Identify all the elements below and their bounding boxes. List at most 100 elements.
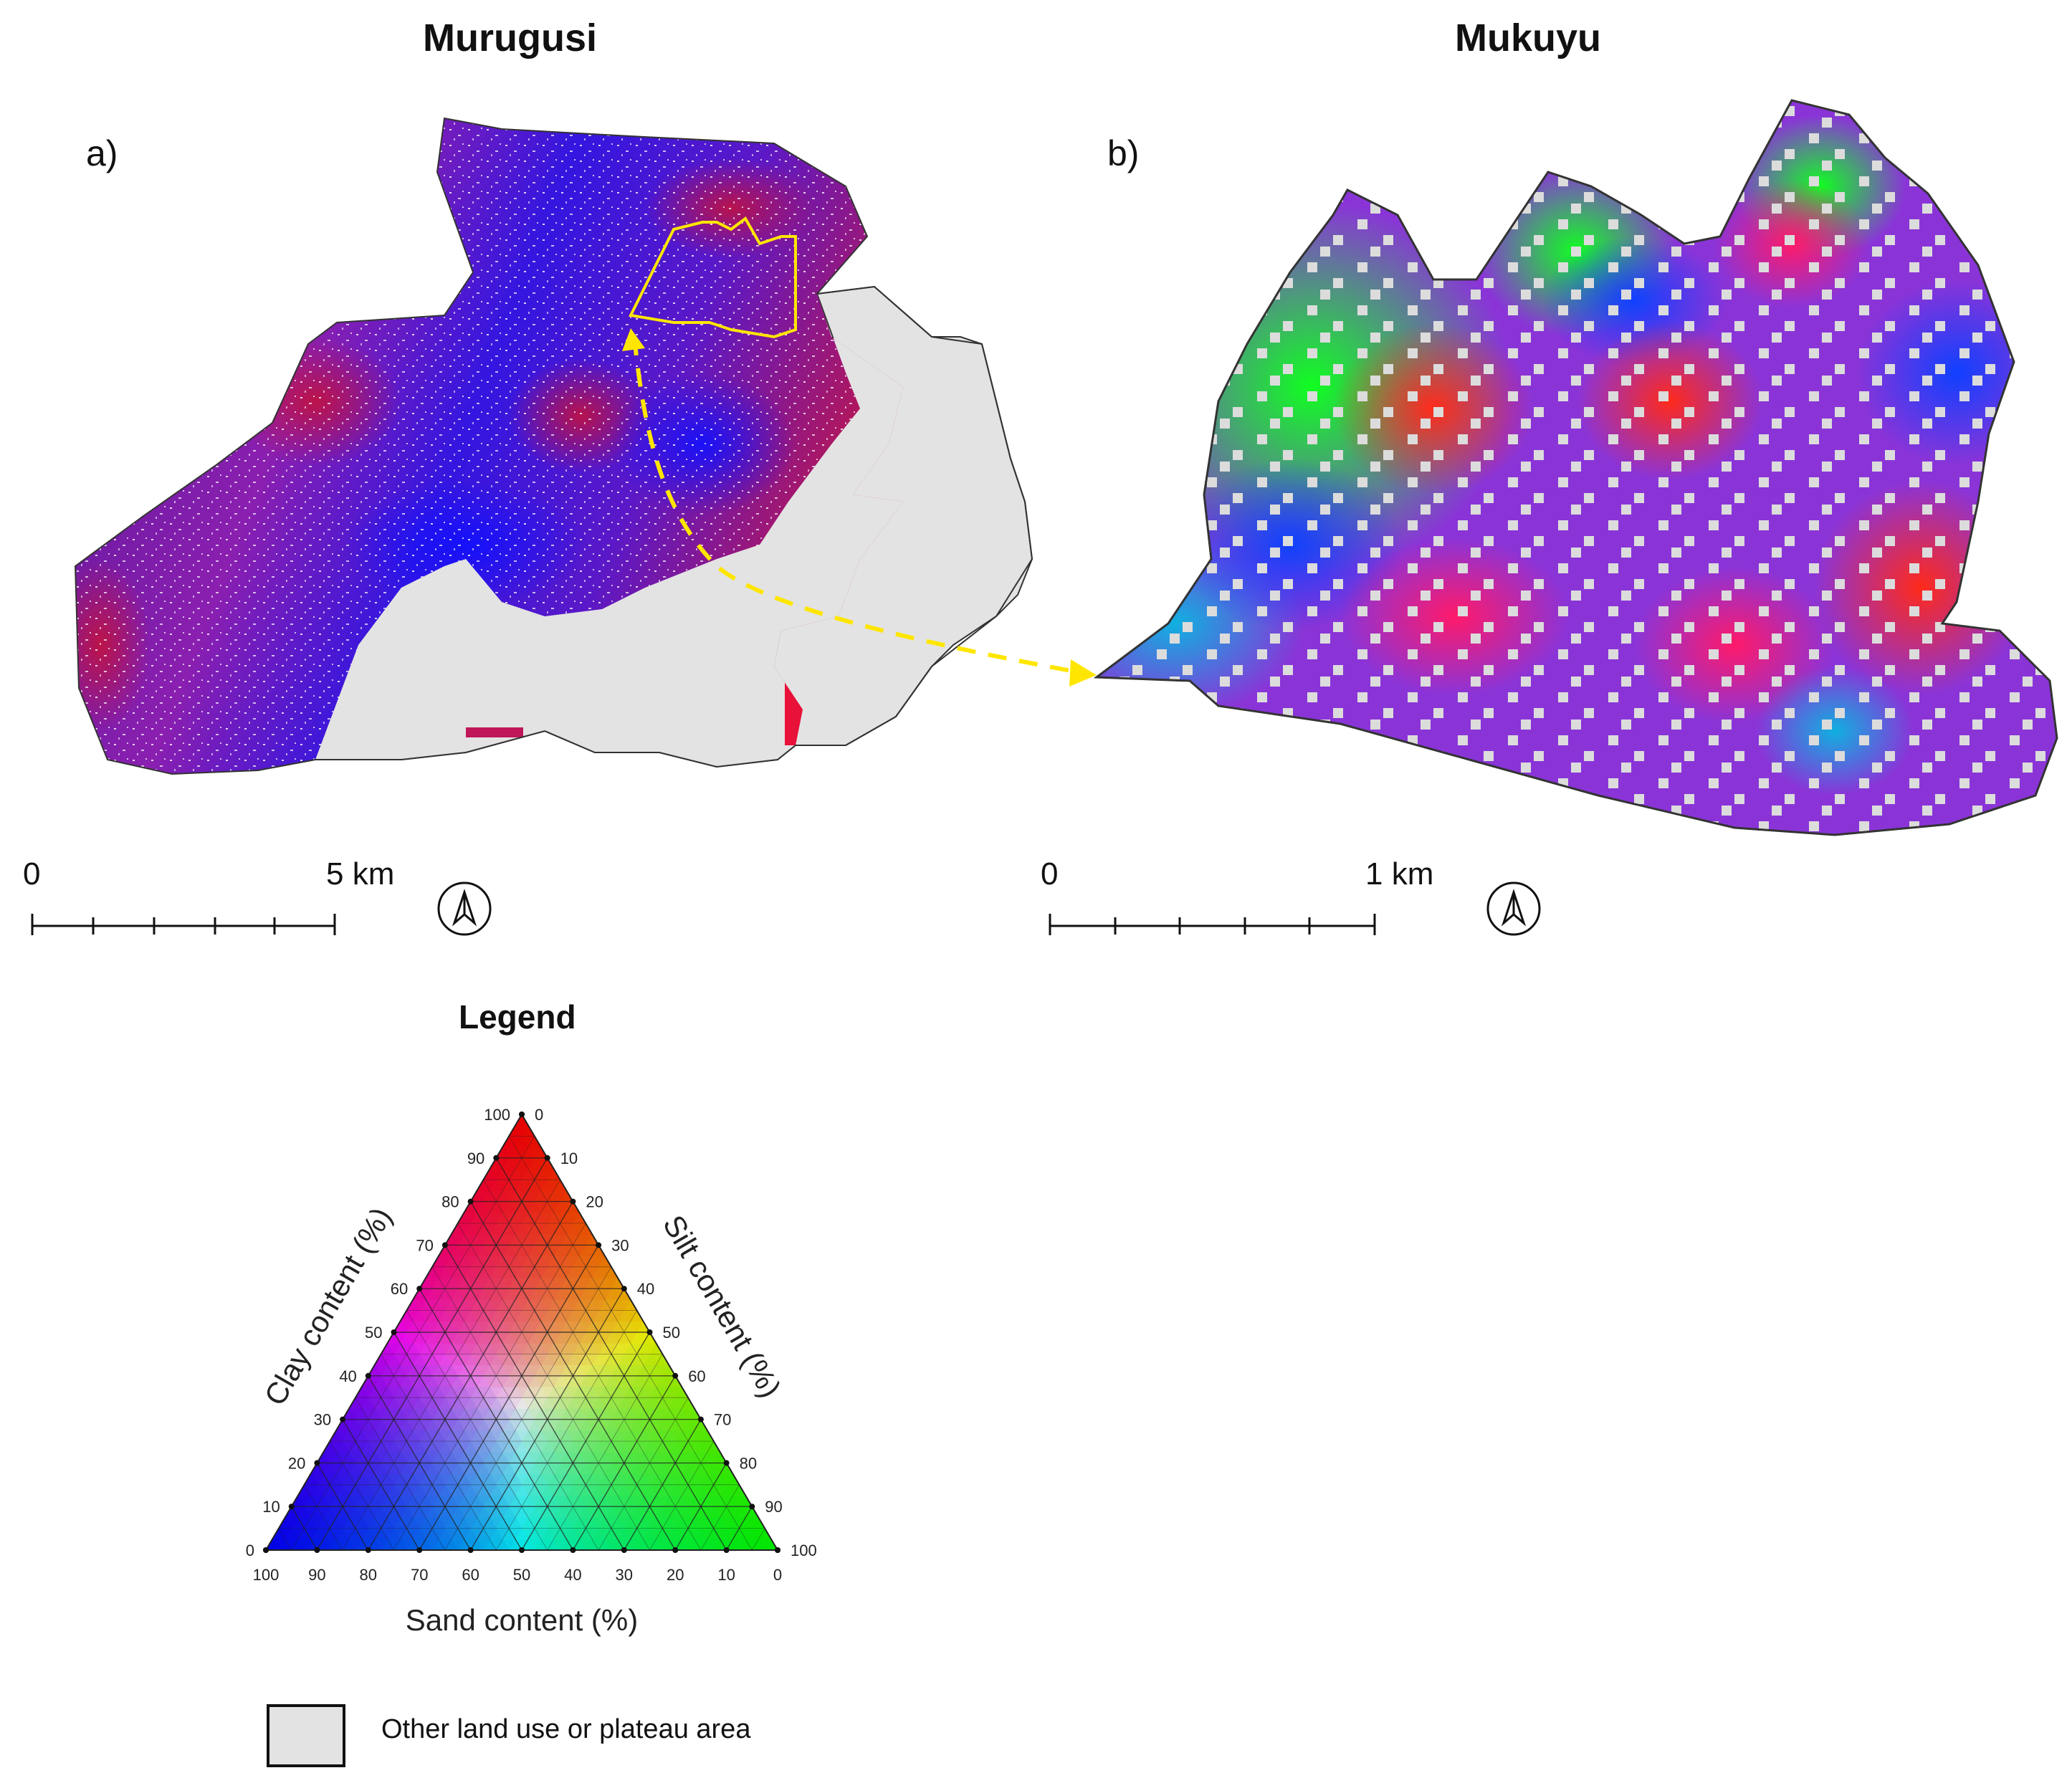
ternary-tick-dot <box>493 1155 500 1161</box>
silt-tick-label: 40 <box>637 1280 654 1298</box>
ternary-grid-line <box>419 1245 599 1551</box>
scale-end-a: 5 km <box>326 856 395 892</box>
ternary-grid-line <box>649 1440 715 1551</box>
clay-tick-label: 10 <box>262 1498 280 1516</box>
ternary-grid-line <box>304 1484 343 1551</box>
ternary-tick-dot <box>340 1416 346 1423</box>
ternary-grid-line <box>700 1484 740 1551</box>
ternary-tick-dot <box>263 1547 269 1553</box>
ternary-tick-dot <box>544 1155 550 1161</box>
ternary-tick-dot <box>596 1242 602 1248</box>
map-title-murugusi: Murugusi <box>423 16 597 59</box>
ternary-tick-dot <box>416 1286 423 1292</box>
ternary-grid-line <box>381 1354 497 1551</box>
scale-end-b: 1 km <box>1365 856 1434 892</box>
no-data-label: Other land use or plateau area <box>381 1714 751 1744</box>
ternary-tick-dot <box>416 1547 423 1553</box>
ternary-tick-dot <box>441 1242 448 1248</box>
location-arrow <box>632 336 1079 674</box>
panel-label-a: a) <box>86 133 118 173</box>
sand-tick-label: 100 <box>253 1566 280 1584</box>
north-arrow-icon <box>437 881 492 936</box>
ternary-grid-line <box>444 1266 612 1551</box>
ternary-grid-line <box>521 1332 651 1551</box>
scale-bar-a <box>31 914 336 935</box>
silt-tick-label: 50 <box>663 1324 680 1342</box>
ternary-tick-dot <box>672 1547 679 1553</box>
ternary-tick-dot <box>570 1547 576 1553</box>
ternary-tick-dot <box>519 1547 525 1553</box>
sand-tick-label: 70 <box>411 1566 428 1584</box>
ternary-grid-line <box>725 1506 753 1551</box>
ternary-grid-line <box>291 1506 318 1551</box>
sand-tick-label: 80 <box>360 1566 377 1584</box>
ternary-grid-line <box>342 1179 560 1551</box>
map-murugusi <box>74 117 1097 775</box>
legend-title: Legend <box>459 998 576 1036</box>
scale-bar-b <box>1049 914 1376 935</box>
ternary-grid-line <box>495 1157 727 1551</box>
sand-tick-label: 30 <box>616 1566 633 1584</box>
ternary-tick-dot <box>570 1198 576 1205</box>
sand-tick-label: 90 <box>308 1566 325 1584</box>
ternary-tick-dot <box>646 1329 653 1335</box>
ternary-grid-line <box>355 1397 446 1551</box>
ternary-tick-dot <box>467 1198 474 1205</box>
no-data-swatch <box>267 1704 345 1767</box>
north-arrow-icon <box>1486 881 1541 936</box>
ternary-tick-dot <box>775 1547 780 1553</box>
ternary-tick-dot <box>288 1504 295 1510</box>
clay-tick-label: 60 <box>391 1280 408 1298</box>
sand-tick-label: 20 <box>667 1566 684 1584</box>
clay-tick-label: 0 <box>246 1542 254 1559</box>
ternary-grid-line <box>483 1179 702 1551</box>
ternary-grid-line <box>572 1375 676 1551</box>
silt-tick-label: 30 <box>611 1236 629 1254</box>
clay-tick-label: 50 <box>365 1324 382 1342</box>
ternary-tick-dot <box>723 1547 730 1553</box>
panel-label-b: b) <box>1107 133 1140 173</box>
sand-axis-title: Sand content (%) <box>406 1603 639 1637</box>
ternary-tick-dot <box>519 1112 525 1117</box>
ternary-tick-dot <box>365 1372 371 1379</box>
ternary-tick-dot <box>672 1372 679 1379</box>
silt-tick-label: 90 <box>765 1498 782 1516</box>
scale-start-a: 0 <box>23 856 41 892</box>
ternary-grid-line <box>547 1354 663 1551</box>
ternary-grid-line <box>316 1463 369 1551</box>
ternary-grid-line <box>291 1136 535 1551</box>
mukuyu-location-outline <box>629 216 797 339</box>
ternary-grid-line <box>316 1157 548 1551</box>
sand-tick-label: 60 <box>462 1566 479 1584</box>
sand-tick-label: 0 <box>773 1566 782 1584</box>
ternary-tick-dot <box>467 1547 474 1553</box>
clay-tick-label: 80 <box>441 1193 459 1211</box>
clay-tick-label: 40 <box>339 1367 356 1385</box>
clay-tick-label: 100 <box>484 1106 510 1124</box>
ternary-grid-line <box>508 1136 753 1551</box>
ternary-tick-dot <box>621 1547 627 1553</box>
silt-tick-label: 80 <box>740 1454 757 1472</box>
ternary-grid-line <box>393 1223 586 1551</box>
ternary-grid-line <box>751 1528 765 1551</box>
silt-tick-label: 70 <box>714 1411 731 1429</box>
ternary-grid-line <box>444 1245 625 1551</box>
ternary-tick-dot <box>697 1416 704 1423</box>
sand-tick-label: 10 <box>717 1566 735 1584</box>
ternary-grid-line <box>329 1440 394 1551</box>
silt-tick-label: 10 <box>560 1150 578 1167</box>
silt-tick-label: 100 <box>791 1542 817 1559</box>
clay-tick-label: 20 <box>288 1454 305 1472</box>
ternary-grid-line <box>674 1463 727 1551</box>
silt-tick-label: 60 <box>688 1367 705 1385</box>
ternary-grid-line <box>342 1419 420 1551</box>
ternary-grid-line <box>624 1419 702 1551</box>
clay-tick-label: 90 <box>467 1150 484 1167</box>
ternary-grid-line <box>431 1266 599 1551</box>
ternary-tick-dot <box>365 1547 371 1553</box>
clay-tick-label: 70 <box>416 1236 433 1254</box>
ternary-grid-line <box>368 1375 472 1551</box>
silt-tick-label: 20 <box>586 1193 603 1211</box>
ternary-grid-line <box>393 1332 522 1551</box>
ternary-tick-dot <box>314 1547 320 1553</box>
